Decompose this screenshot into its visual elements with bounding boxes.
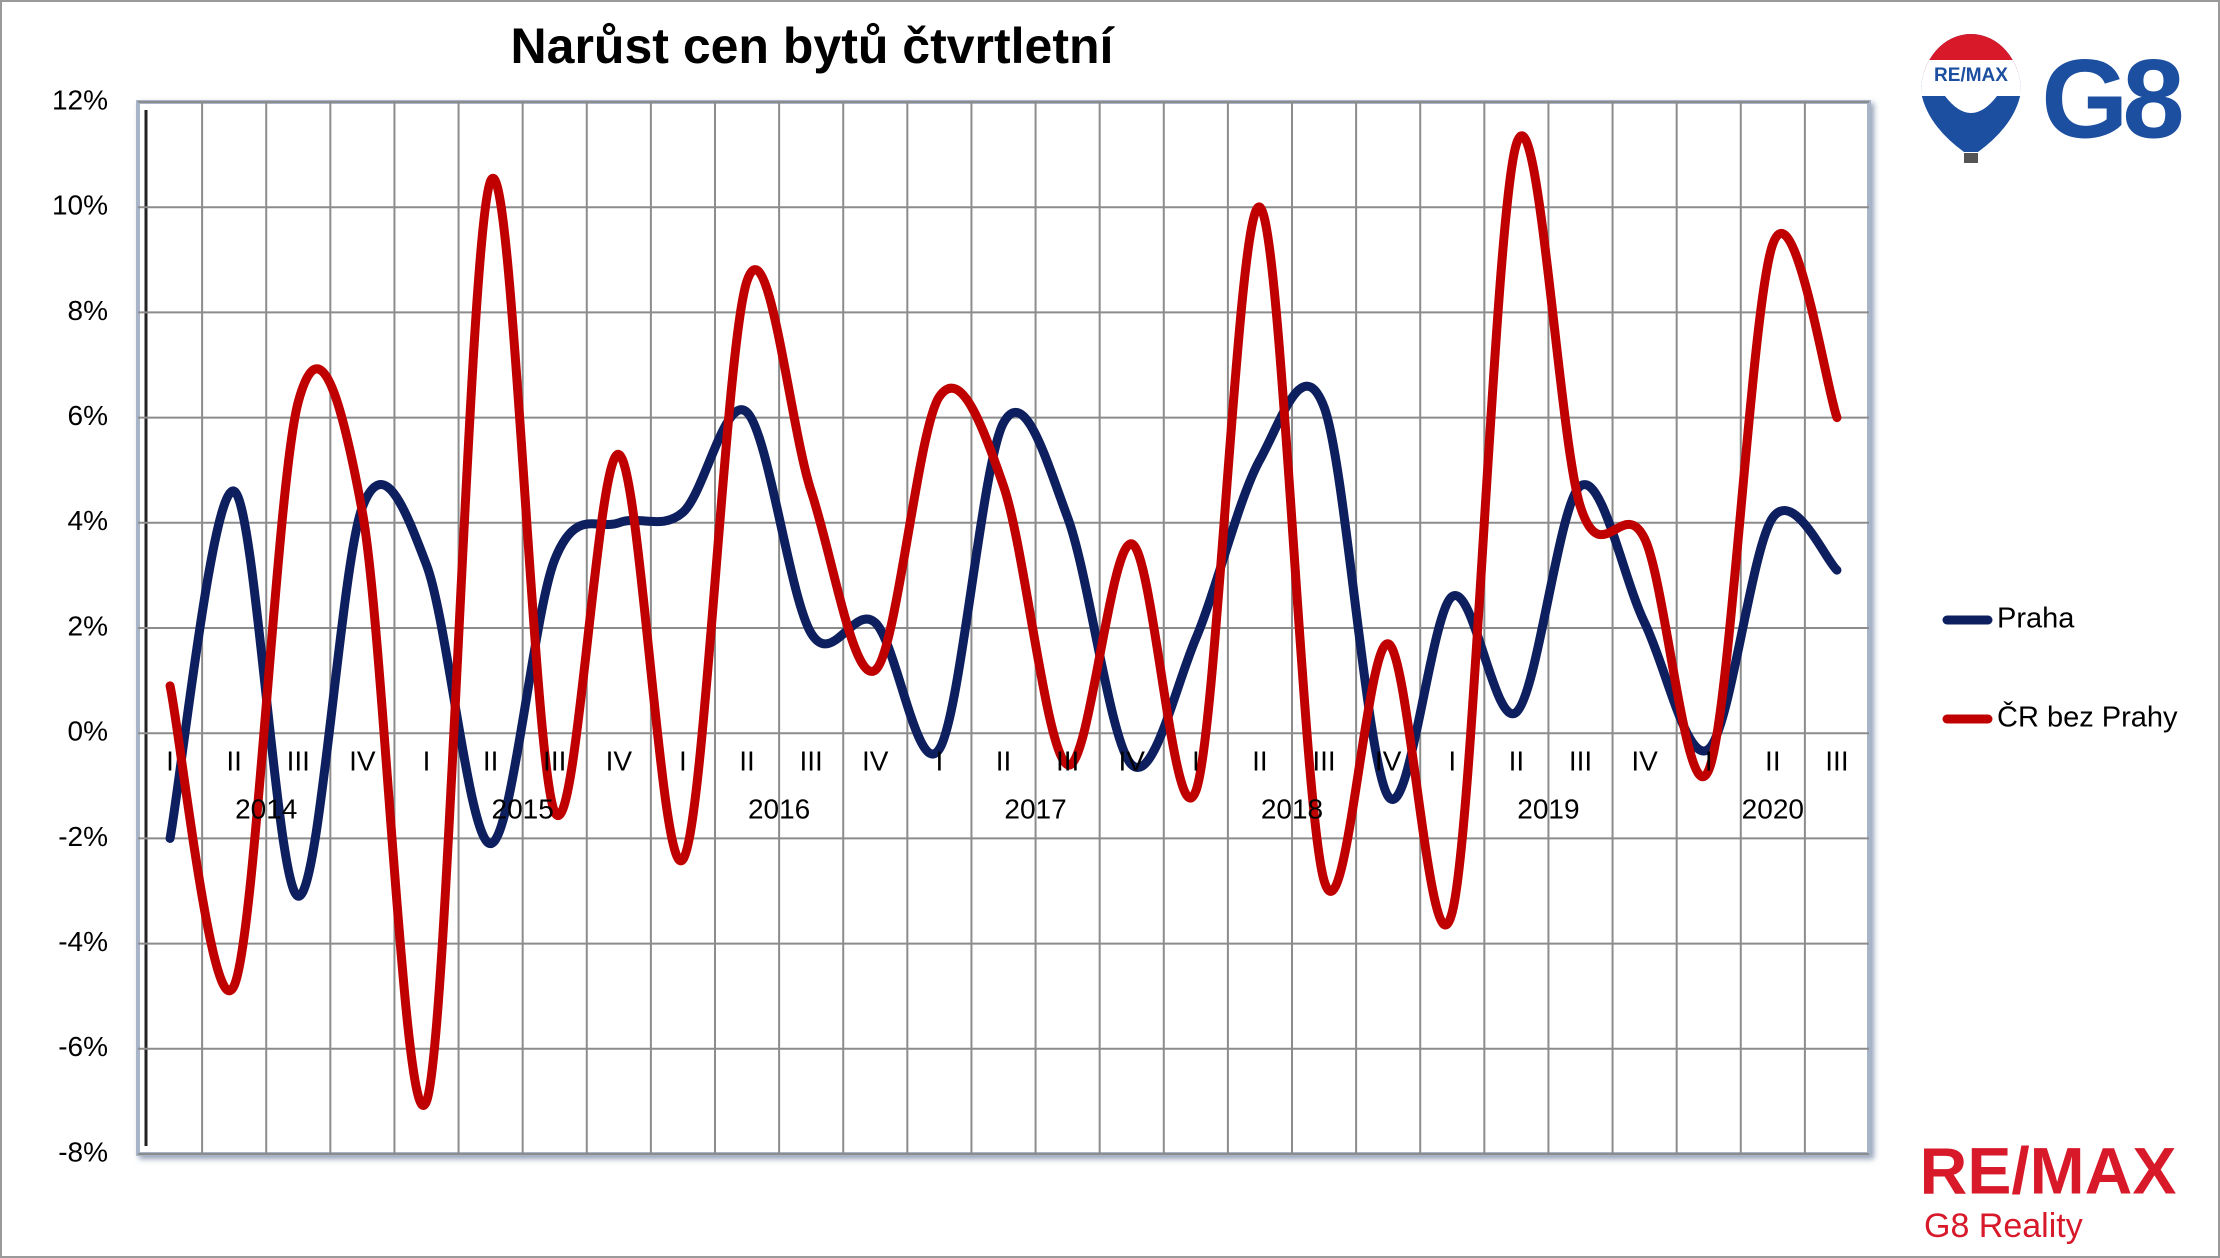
year-label: 2016 — [748, 794, 810, 825]
labels: -8%-6%-4%-2%0%2%4%6%8%10%12%I II III IV I II I… — [52, 84, 2178, 1167]
x-tick-label: I — [935, 746, 943, 777]
y-tick-label: 2% — [68, 610, 108, 641]
brand-subtitle: G8 Reality — [1924, 1207, 2083, 1245]
legend-label: ČR bez Prahy — [1997, 700, 2178, 734]
grid — [138, 101, 1869, 1155]
year-label: 2014 — [235, 794, 297, 825]
y-tick-label: 12% — [52, 84, 108, 115]
x-tick-label: III — [287, 746, 310, 777]
x-tick-label: II — [226, 746, 242, 777]
logo-balloon-text: RE/MAX — [1934, 65, 2008, 86]
year-label: 2017 — [1004, 794, 1066, 825]
x-tick-label: III — [1825, 746, 1848, 777]
x-tick-label: IV — [862, 746, 889, 777]
y-tick-label: 10% — [52, 190, 108, 221]
y-tick-label: 8% — [68, 295, 108, 326]
x-tick-label: III — [1056, 746, 1079, 777]
x-tick-label: IV — [1118, 746, 1145, 777]
x-tick-label: IV — [606, 746, 633, 777]
y-tick-label: 6% — [68, 400, 108, 431]
x-tick-label: I — [423, 746, 431, 777]
year-label: 2015 — [492, 794, 554, 825]
x-tick-label: IV — [1631, 746, 1658, 777]
logo-mark: G8 — [2041, 37, 2181, 162]
x-tick-label: I — [679, 746, 687, 777]
x-tick-label: I — [1192, 746, 1200, 777]
y-tick-label: -2% — [58, 821, 108, 852]
x-tick-label: II — [1765, 746, 1781, 777]
y-tick-label: -6% — [58, 1031, 108, 1062]
year-label: 2018 — [1261, 794, 1323, 825]
y-tick-label: 0% — [68, 716, 108, 747]
x-tick-label: III — [1569, 746, 1592, 777]
x-tick-label: II — [483, 746, 499, 777]
x-tick-label: II — [1252, 746, 1268, 777]
x-tick-label: IV — [349, 746, 376, 777]
x-tick-label: I — [1705, 746, 1713, 777]
x-tick-label: III — [543, 746, 566, 777]
series-line — [165, 131, 1842, 1110]
brand: RE/MAX — [1920, 1133, 2177, 1207]
y-tick-label: -4% — [58, 926, 108, 957]
x-tick-label: I — [166, 746, 174, 777]
x-tick-label: III — [799, 746, 822, 777]
x-tick-label: III — [1312, 746, 1335, 777]
y-tick-label: -8% — [58, 1136, 108, 1167]
x-tick-label: IV — [1375, 746, 1402, 777]
x-tick-label: II — [739, 746, 755, 777]
year-label: 2019 — [1517, 794, 1579, 825]
x-tick-label: II — [996, 746, 1012, 777]
legend-label: Praha — [1997, 603, 2075, 635]
lines — [165, 131, 1842, 1110]
x-tick-label: I — [1448, 746, 1456, 777]
y-tick-label: 4% — [68, 505, 108, 536]
year-label: 2020 — [1742, 794, 1804, 825]
logo-balloon: RE/MAX — [1921, 34, 2021, 163]
chart-title: Narůst cen bytů čtvrtletní — [511, 18, 1116, 74]
x-tick-label: II — [1509, 746, 1525, 777]
